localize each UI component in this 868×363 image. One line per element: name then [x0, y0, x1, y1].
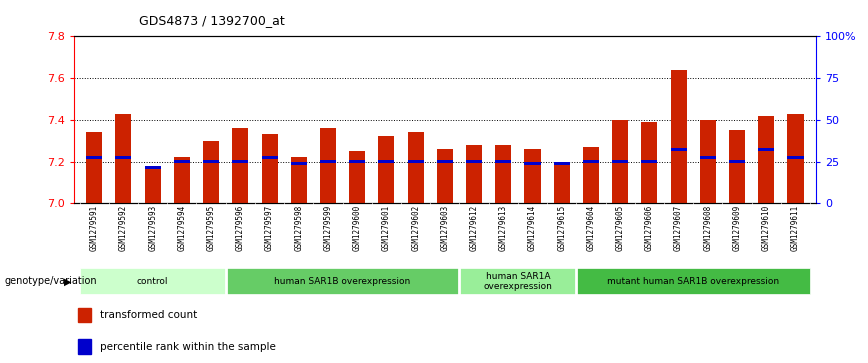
Bar: [408, 160, 424, 163]
Bar: [86, 156, 102, 159]
Text: GSM1279592: GSM1279592: [119, 205, 128, 252]
Text: GSM1279610: GSM1279610: [762, 205, 771, 252]
Text: GSM1279611: GSM1279611: [791, 205, 800, 252]
FancyBboxPatch shape: [576, 268, 810, 294]
Bar: [759, 147, 774, 151]
Bar: [145, 166, 161, 169]
Bar: [729, 160, 745, 163]
Text: GSM1279615: GSM1279615: [557, 205, 566, 252]
Text: human SAR1B overexpression: human SAR1B overexpression: [274, 277, 411, 286]
FancyBboxPatch shape: [459, 268, 576, 294]
Bar: [759, 115, 774, 203]
Bar: [466, 145, 482, 203]
Bar: [78, 339, 91, 354]
Bar: [496, 160, 511, 163]
Bar: [349, 160, 365, 163]
Bar: [437, 149, 453, 203]
Bar: [174, 158, 190, 203]
Bar: [378, 160, 394, 163]
Bar: [203, 140, 219, 203]
Bar: [291, 158, 306, 203]
Text: GSM1279603: GSM1279603: [440, 205, 450, 252]
Text: mutant human SAR1B overexpression: mutant human SAR1B overexpression: [607, 277, 779, 286]
Bar: [233, 160, 248, 163]
Text: GSM1279606: GSM1279606: [645, 205, 654, 252]
Bar: [174, 160, 190, 163]
Text: GSM1279604: GSM1279604: [587, 205, 595, 252]
Text: GSM1279591: GSM1279591: [89, 205, 99, 252]
Text: GSM1279602: GSM1279602: [411, 205, 420, 252]
Text: GSM1279598: GSM1279598: [294, 205, 303, 252]
Bar: [261, 156, 278, 159]
Bar: [554, 162, 569, 165]
Text: ▶: ▶: [63, 276, 71, 286]
Text: GSM1279614: GSM1279614: [528, 205, 537, 252]
Bar: [320, 128, 336, 203]
Bar: [496, 145, 511, 203]
Text: GSM1279601: GSM1279601: [382, 205, 391, 252]
Bar: [145, 166, 161, 203]
Text: GSM1279613: GSM1279613: [499, 205, 508, 252]
Bar: [641, 122, 657, 203]
Text: GSM1279609: GSM1279609: [733, 205, 741, 252]
Bar: [612, 120, 628, 203]
Bar: [378, 136, 394, 203]
Text: GSM1279607: GSM1279607: [674, 205, 683, 252]
FancyBboxPatch shape: [226, 268, 459, 294]
Text: transformed count: transformed count: [100, 310, 197, 320]
Bar: [524, 162, 541, 165]
Bar: [86, 132, 102, 203]
Text: GSM1279612: GSM1279612: [470, 205, 478, 252]
Bar: [700, 156, 716, 159]
Bar: [671, 70, 687, 203]
Text: GSM1279597: GSM1279597: [265, 205, 274, 252]
Bar: [115, 156, 131, 159]
Text: GSM1279599: GSM1279599: [324, 205, 332, 252]
Bar: [554, 162, 569, 203]
Text: genotype/variation: genotype/variation: [4, 276, 97, 286]
Text: GSM1279600: GSM1279600: [352, 205, 362, 252]
FancyBboxPatch shape: [80, 268, 226, 294]
Bar: [700, 120, 716, 203]
Bar: [729, 130, 745, 203]
Bar: [641, 160, 657, 163]
Text: control: control: [137, 277, 168, 286]
Bar: [583, 147, 599, 203]
Bar: [671, 147, 687, 151]
Bar: [261, 134, 278, 203]
Bar: [78, 308, 91, 322]
Bar: [320, 160, 336, 163]
Text: GSM1279595: GSM1279595: [207, 205, 215, 252]
Bar: [291, 162, 306, 165]
Text: percentile rank within the sample: percentile rank within the sample: [100, 342, 276, 352]
Text: human SAR1A
overexpression: human SAR1A overexpression: [483, 272, 552, 291]
Bar: [583, 160, 599, 163]
Bar: [349, 151, 365, 203]
Bar: [233, 128, 248, 203]
Bar: [408, 132, 424, 203]
Bar: [115, 114, 131, 203]
Bar: [612, 160, 628, 163]
Text: GDS4873 / 1392700_at: GDS4873 / 1392700_at: [139, 15, 285, 28]
Text: GSM1279608: GSM1279608: [703, 205, 713, 252]
Text: GSM1279596: GSM1279596: [236, 205, 245, 252]
Bar: [466, 160, 482, 163]
Bar: [437, 160, 453, 163]
Text: GSM1279594: GSM1279594: [177, 205, 187, 252]
Text: GSM1279593: GSM1279593: [148, 205, 157, 252]
Bar: [524, 149, 541, 203]
Bar: [787, 156, 804, 159]
Bar: [787, 114, 804, 203]
Text: GSM1279605: GSM1279605: [615, 205, 625, 252]
Bar: [203, 160, 219, 163]
